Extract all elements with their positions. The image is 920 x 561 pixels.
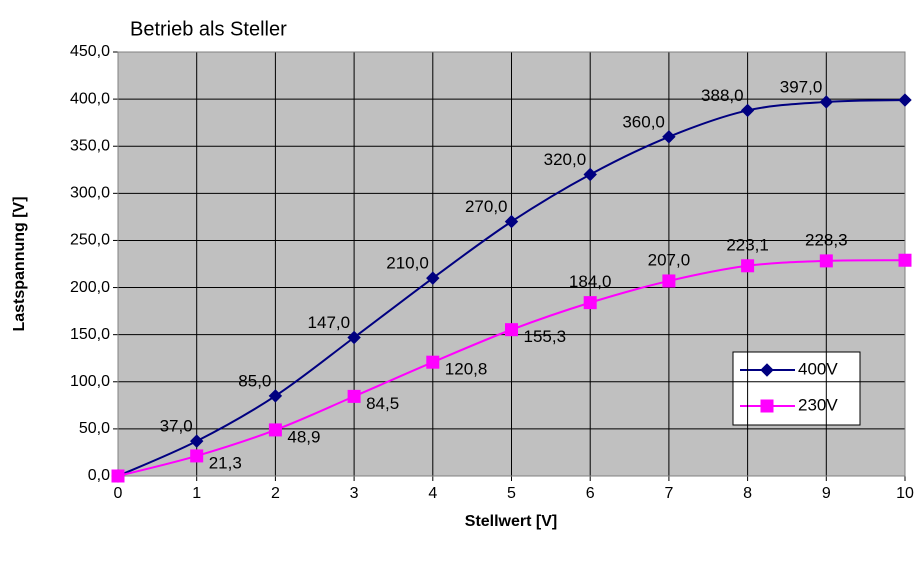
legend-label: 400V [798, 359, 838, 378]
data-label: 155,3 [524, 327, 567, 346]
x-tick-label: 0 [114, 485, 123, 502]
marker [189, 434, 204, 448]
x-tick-label: 4 [428, 485, 437, 502]
marker [505, 323, 518, 337]
data-label: 228,3 [805, 230, 848, 249]
chart-title: Betrieb als Steller [130, 18, 287, 40]
marker [740, 103, 755, 118]
legend-marker [760, 363, 774, 377]
legend-marker [760, 399, 774, 413]
marker [583, 296, 597, 310]
data-label: 84,5 [366, 394, 399, 413]
marker [347, 389, 361, 403]
data-label: 223,1 [726, 235, 769, 254]
x-tick-label: 1 [192, 485, 201, 502]
data-label: 120,8 [445, 360, 488, 379]
x-tick-label: 9 [822, 485, 831, 502]
marker [819, 95, 834, 109]
legend-label: 230V [798, 395, 838, 414]
y-tick-label: 200,0 [70, 279, 110, 296]
data-label: 388,0 [701, 86, 744, 105]
marker [268, 423, 282, 437]
marker [426, 271, 440, 285]
data-label: 21,3 [209, 453, 242, 472]
x-tick-label: 7 [664, 485, 673, 502]
marker [504, 214, 519, 229]
legend: 400V 230V [732, 351, 861, 426]
x-tick-label: 2 [271, 485, 280, 502]
x-tick-label: 5 [507, 485, 516, 502]
data-label: 207,0 [648, 250, 691, 269]
data-label: 397,0 [780, 77, 823, 96]
data-label: 147,0 [308, 313, 351, 332]
data-label: 85,0 [238, 371, 271, 390]
y-tick-label: 350,0 [70, 137, 110, 154]
y-tick-label: 450,0 [70, 43, 110, 60]
marker [426, 355, 440, 369]
data-label: 37,0 [160, 417, 193, 436]
marker [111, 469, 125, 483]
y-axis-title: Lastspannung [V] [11, 196, 28, 331]
marker [268, 389, 283, 403]
data-label: 320,0 [544, 150, 587, 169]
marker [898, 253, 912, 267]
marker [898, 93, 912, 107]
marker [662, 130, 676, 144]
y-tick-label: 0,0 [88, 467, 110, 484]
y-tick-label: 150,0 [70, 326, 110, 343]
data-label: 270,0 [465, 197, 508, 216]
data-label: 48,9 [287, 427, 320, 446]
marker [583, 167, 597, 182]
y-tick-label: 250,0 [70, 232, 110, 249]
y-tick-label: 50,0 [79, 420, 110, 437]
y-tick-label: 400,0 [70, 90, 110, 107]
x-tick-label: 3 [350, 485, 359, 502]
marker [819, 254, 833, 268]
marker [741, 259, 755, 273]
x-tick-label: 10 [896, 485, 914, 502]
legend-box [732, 351, 861, 426]
data-label: 210,0 [386, 254, 429, 273]
marker [347, 330, 361, 345]
y-tick-label: 300,0 [70, 185, 110, 202]
data-label: 360,0 [622, 112, 665, 131]
x-axis-title: Stellwert [V] [465, 513, 557, 530]
marker [662, 274, 676, 288]
data-label: 184,0 [569, 272, 612, 291]
y-tick-label: 100,0 [70, 373, 110, 390]
x-tick-label: 8 [743, 485, 752, 502]
marker [190, 449, 204, 463]
x-tick-label: 6 [586, 485, 595, 502]
